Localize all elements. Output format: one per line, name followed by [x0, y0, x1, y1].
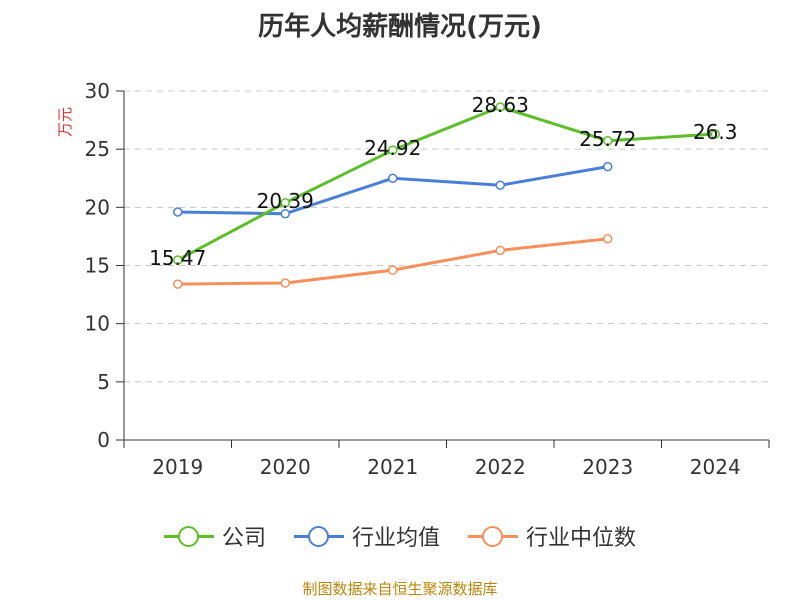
data-point-series-1 [495, 180, 505, 190]
data-point-series-1 [173, 207, 183, 217]
data-point-series-1 [603, 161, 613, 172]
data-point-series-0 [280, 198, 290, 208]
legend-item-industry-average[interactable]: 行业均值 [293, 520, 440, 552]
data-point-series-2 [388, 265, 398, 275]
x-axis-tick-label: 2021 [367, 455, 418, 479]
data-point-series-2 [603, 233, 613, 244]
legend-item-industry-median[interactable]: 行业中位数 [468, 520, 636, 552]
data-label: 25.72 [579, 127, 636, 151]
x-axis-tick-label: 2024 [690, 455, 741, 479]
data-point-series-0 [710, 129, 720, 139]
legend-label-industry-median: 行业中位数 [526, 526, 637, 551]
series-line-2 [177, 237, 608, 286]
data-label: 24.92 [364, 136, 421, 160]
legend-swatch-industry-average [293, 526, 344, 547]
data-label: 20.39 [257, 189, 314, 213]
y-axis-tick-label: 10 [85, 312, 110, 336]
chart-title: 历年人均薪酬情况(万元) [258, 12, 542, 42]
y-axis-title: 万元 [56, 107, 74, 137]
y-axis-tick-label: 30 [85, 79, 110, 103]
data-point-series-2 [495, 245, 505, 256]
data-label: 15.47 [149, 246, 206, 270]
legend-swatch-company [163, 526, 214, 547]
y-axis-tick-label: 5 [97, 370, 110, 394]
series-line-0 [177, 105, 716, 262]
data-point-series-1 [388, 173, 398, 183]
x-axis-tick-label: 2022 [475, 455, 526, 479]
legend-item-company[interactable]: 公司 [163, 520, 266, 552]
data-source-note: 制图数据来自恒生聚源数据库 [302, 580, 498, 598]
data-label: 28.63 [472, 93, 529, 117]
data-point-series-2 [173, 279, 183, 289]
x-axis-tick-label: 2020 [260, 455, 311, 479]
legend-swatch-industry-median [468, 526, 518, 547]
data-label: 26.3 [693, 120, 738, 144]
data-point-series-0 [603, 136, 613, 146]
data-point-series-1 [280, 208, 290, 219]
legend-label-company: 公司 [221, 526, 266, 551]
data-point-series-0 [388, 145, 398, 155]
x-axis-tick-label: 2019 [152, 455, 203, 479]
data-point-series-0 [173, 255, 183, 265]
data-point-series-2 [280, 278, 290, 288]
y-axis-tick-label: 20 [85, 195, 110, 219]
y-axis-tick-label: 25 [85, 137, 110, 161]
legend-label-industry-average: 行业均值 [351, 526, 440, 551]
y-axis-tick-label: 0 [97, 428, 110, 452]
x-axis-tick-label: 2023 [582, 455, 633, 479]
legend: 公司 行业均值 行业中位数 [0, 520, 800, 552]
data-point-series-0 [495, 102, 505, 112]
y-axis-tick-label: 15 [85, 254, 110, 278]
